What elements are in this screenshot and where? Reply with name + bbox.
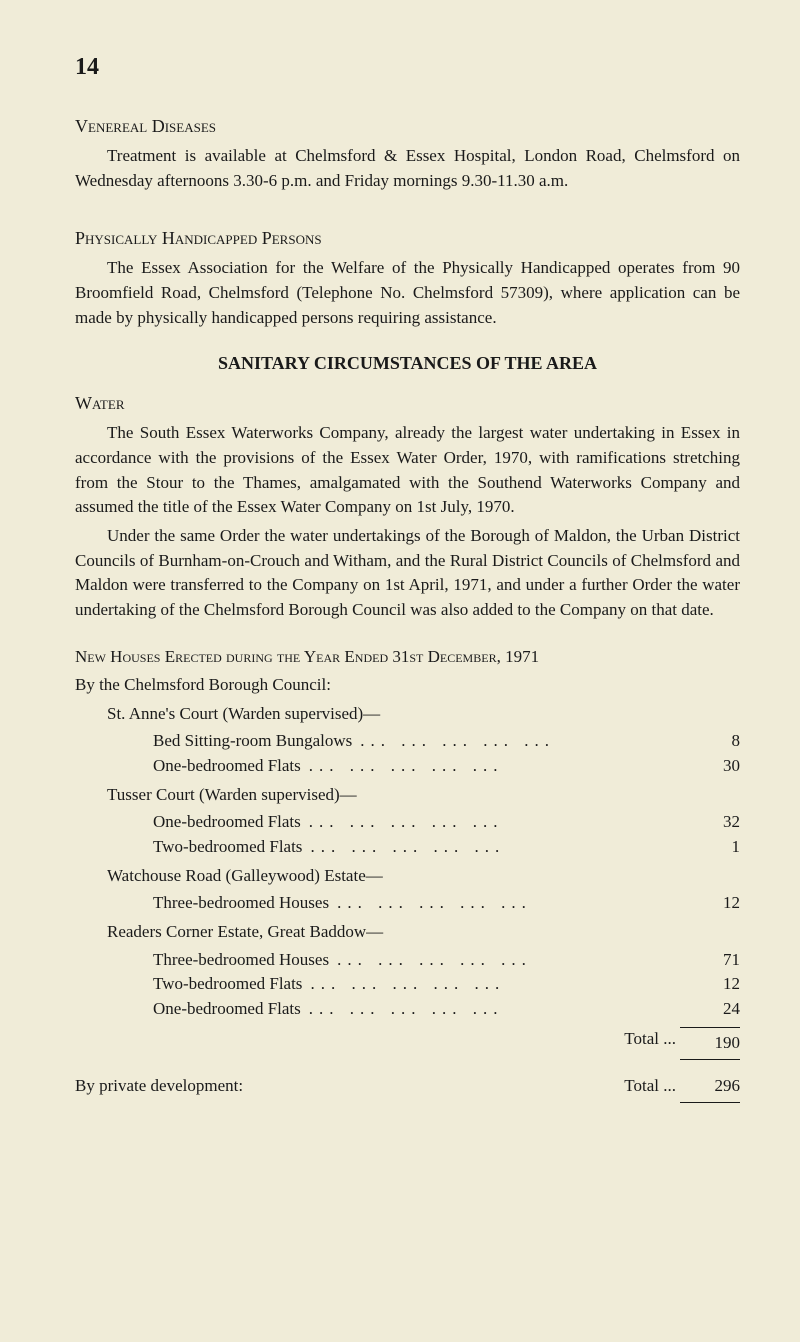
page-number: 14: [75, 50, 740, 85]
item-value: 71: [680, 948, 740, 973]
list-item: Bed Sitting-room Bungalows... ... ... ..…: [75, 729, 740, 754]
total-value: 190: [680, 1027, 740, 1060]
group-title: St. Anne's Court (Warden supervised)—: [75, 702, 740, 727]
item-label: Three-bedroomed Houses: [153, 948, 329, 973]
leader-dots: ... ... ... ... ...: [301, 810, 680, 835]
item-label: Two-bedroomed Flats: [153, 972, 302, 997]
total-row: Total ... 190: [75, 1027, 740, 1060]
handicapped-heading: Physically Handicapped Persons: [75, 225, 740, 251]
item-value: 24: [680, 997, 740, 1022]
leader-dots: ... ... ... ... ...: [302, 835, 680, 860]
venereal-body: Treatment is available at Chelmsford & E…: [75, 144, 740, 193]
list-item: One-bedroomed Flats... ... ... ... ...24: [75, 997, 740, 1022]
houses-heading: New Houses Erected during the Year Ended…: [75, 645, 740, 670]
total-label: Total ...: [75, 1027, 680, 1060]
group-title: Tusser Court (Warden supervised)—: [75, 783, 740, 808]
item-label: Two-bedroomed Flats: [153, 835, 302, 860]
houses-list: St. Anne's Court (Warden supervised)—Bed…: [75, 702, 740, 1022]
list-item: Two-bedroomed Flats... ... ... ... ...12: [75, 972, 740, 997]
list-item: Three-bedroomed Houses... ... ... ... ..…: [75, 948, 740, 973]
item-label: Three-bedroomed Houses: [153, 891, 329, 916]
private-total-label: Total ...: [624, 1074, 680, 1099]
leader-dots: ... ... ... ... ...: [301, 997, 680, 1022]
item-value: 32: [680, 810, 740, 835]
group-title: Readers Corner Estate, Great Baddow—: [75, 920, 740, 945]
water-p2: Under the same Order the water undertaki…: [75, 524, 740, 623]
item-value: 30: [680, 754, 740, 779]
sanitary-heading: SANITARY CIRCUMSTANCES OF THE AREA: [75, 350, 740, 376]
private-label: By private development:: [75, 1074, 624, 1099]
houses-subheading: By the Chelmsford Borough Council:: [75, 673, 740, 698]
list-item: One-bedroomed Flats... ... ... ... ...32: [75, 810, 740, 835]
item-value: 12: [680, 972, 740, 997]
list-item: Three-bedroomed Houses... ... ... ... ..…: [75, 891, 740, 916]
item-label: One-bedroomed Flats: [153, 754, 301, 779]
item-label: One-bedroomed Flats: [153, 810, 301, 835]
list-item: One-bedroomed Flats... ... ... ... ...30: [75, 754, 740, 779]
group-title: Watchouse Road (Galleywood) Estate—: [75, 864, 740, 889]
venereal-heading: Venereal Diseases: [75, 113, 740, 139]
water-p1: The South Essex Waterworks Company, alre…: [75, 421, 740, 520]
handicapped-body: The Essex Association for the Welfare of…: [75, 256, 740, 330]
leader-dots: ... ... ... ... ...: [329, 891, 680, 916]
private-value: 296: [680, 1074, 740, 1103]
leader-dots: ... ... ... ... ...: [329, 948, 680, 973]
item-label: One-bedroomed Flats: [153, 997, 301, 1022]
water-heading: Water: [75, 390, 740, 416]
leader-dots: ... ... ... ... ...: [301, 754, 680, 779]
leader-dots: ... ... ... ... ...: [302, 972, 680, 997]
leader-dots: ... ... ... ... ...: [352, 729, 680, 754]
list-item: Two-bedroomed Flats... ... ... ... ...1: [75, 835, 740, 860]
item-value: 12: [680, 891, 740, 916]
private-row: By private development: Total ... 296: [75, 1074, 740, 1103]
item-value: 1: [680, 835, 740, 860]
item-label: Bed Sitting-room Bungalows: [153, 729, 352, 754]
item-value: 8: [680, 729, 740, 754]
